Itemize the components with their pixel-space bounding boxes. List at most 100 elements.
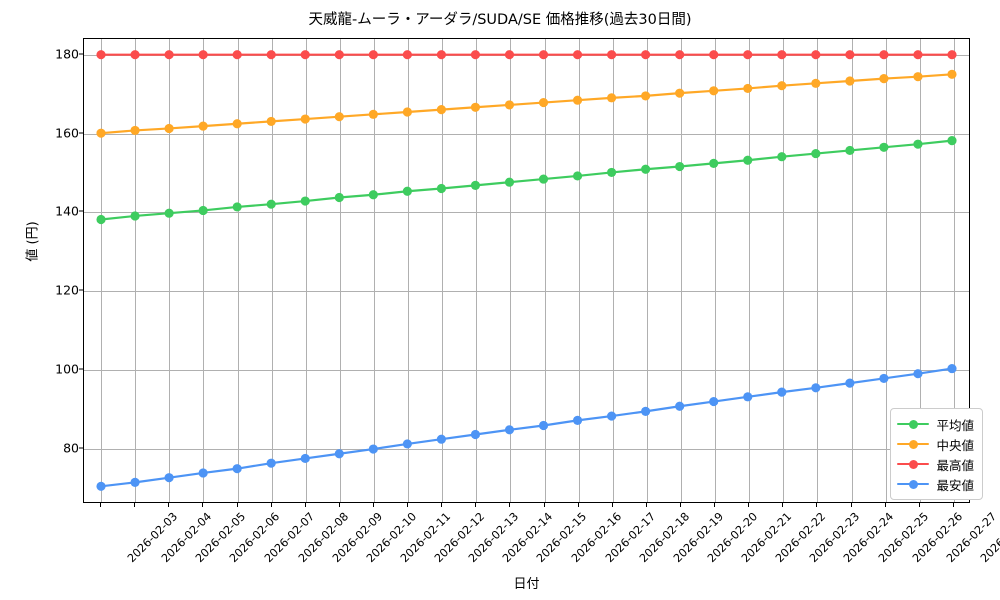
gridline-vertical bbox=[169, 39, 171, 502]
data-point-marker bbox=[811, 50, 821, 60]
data-point-marker bbox=[266, 50, 276, 60]
data-point-marker bbox=[198, 205, 208, 216]
x-tick-mark bbox=[611, 503, 613, 507]
data-point-marker bbox=[709, 396, 719, 407]
y-tick-mark bbox=[79, 368, 83, 370]
chart-legend: 平均値 中央値最高値 最安値 bbox=[890, 408, 983, 500]
gridline-vertical bbox=[817, 39, 819, 502]
gridline-vertical bbox=[408, 39, 410, 502]
gridline-vertical bbox=[101, 39, 103, 502]
data-point-marker bbox=[300, 453, 310, 464]
data-point-marker bbox=[947, 69, 957, 79]
data-point-marker bbox=[777, 387, 787, 397]
legend-item-最安値[interactable]: 最安値 bbox=[897, 474, 974, 494]
legend-swatch-icon bbox=[897, 417, 930, 431]
data-point-marker bbox=[130, 50, 140, 60]
legend-item-中央値[interactable]: 中央値 bbox=[897, 434, 974, 454]
data-point-marker bbox=[538, 97, 549, 108]
data-point-marker bbox=[402, 107, 412, 117]
plot-area bbox=[83, 38, 970, 503]
data-point-marker bbox=[232, 202, 242, 212]
data-point-marker bbox=[504, 425, 515, 435]
data-point-marker bbox=[504, 177, 515, 187]
gridline-horizontal bbox=[84, 370, 969, 372]
data-point-marker bbox=[913, 369, 923, 379]
data-point-marker bbox=[470, 180, 481, 190]
gridline-vertical bbox=[953, 39, 955, 502]
data-point-marker bbox=[164, 123, 174, 134]
data-point-marker bbox=[334, 112, 344, 122]
y-tick-mark bbox=[79, 289, 83, 291]
series-line bbox=[99, 367, 954, 488]
data-point-marker bbox=[777, 81, 787, 91]
data-point-marker bbox=[96, 214, 106, 225]
data-point-marker bbox=[641, 91, 651, 101]
data-point-marker bbox=[811, 148, 821, 159]
y-tick-mark bbox=[79, 132, 83, 134]
x-tick-mark bbox=[407, 503, 409, 507]
data-point-marker bbox=[947, 50, 957, 60]
y-tick-label: 140 bbox=[55, 203, 79, 219]
data-point-marker bbox=[198, 50, 208, 60]
data-point-marker bbox=[607, 93, 617, 103]
x-tick-mark bbox=[372, 503, 374, 507]
data-point-marker bbox=[913, 72, 923, 82]
data-point-marker bbox=[266, 458, 276, 468]
data-point-marker bbox=[130, 125, 140, 136]
data-point-marker bbox=[572, 415, 583, 425]
legend-label: 最高値 bbox=[936, 457, 974, 473]
data-point-marker bbox=[436, 105, 446, 115]
y-tick-mark bbox=[79, 447, 83, 449]
data-point-marker bbox=[811, 383, 821, 393]
data-point-marker bbox=[845, 76, 855, 86]
data-point-marker bbox=[607, 50, 617, 60]
data-point-marker bbox=[743, 83, 753, 94]
chart-title: 天威龍-ムーラ・アーダラ/SUDA/SE 価格推移(過去30日間) bbox=[308, 12, 692, 28]
gridline-vertical bbox=[646, 39, 648, 502]
gridline-vertical bbox=[681, 39, 683, 502]
x-tick-mark bbox=[543, 503, 545, 507]
data-point-marker bbox=[607, 411, 617, 421]
x-tick-mark bbox=[509, 503, 511, 507]
data-point-marker bbox=[879, 74, 889, 84]
legend-item-平均値[interactable]: 平均値 bbox=[897, 414, 974, 434]
data-point-marker bbox=[879, 142, 889, 152]
data-point-marker bbox=[709, 50, 719, 60]
series-line bbox=[99, 139, 954, 221]
x-tick-mark bbox=[475, 503, 477, 507]
data-point-marker bbox=[743, 50, 753, 60]
x-tick-mark bbox=[270, 503, 272, 507]
gridline-vertical bbox=[510, 39, 512, 502]
data-point-marker bbox=[402, 50, 412, 60]
legend-item-最高値[interactable]: 最高値 bbox=[897, 454, 974, 474]
legend-swatch-icon bbox=[897, 477, 930, 491]
x-tick-mark bbox=[338, 503, 340, 507]
gridline-vertical bbox=[373, 39, 375, 502]
data-point-marker bbox=[675, 50, 685, 60]
data-point-marker bbox=[334, 192, 344, 203]
gridline-vertical bbox=[851, 39, 853, 502]
data-point-marker bbox=[572, 50, 583, 60]
x-tick-mark bbox=[748, 503, 750, 507]
legend-swatch-icon bbox=[897, 457, 930, 471]
data-point-marker bbox=[368, 50, 378, 60]
data-point-marker bbox=[300, 114, 310, 124]
data-point-marker bbox=[879, 373, 889, 383]
data-point-marker bbox=[538, 174, 549, 184]
data-point-marker bbox=[572, 171, 583, 181]
gridline-vertical bbox=[339, 39, 341, 502]
data-point-marker bbox=[845, 145, 855, 156]
series-平均値 bbox=[96, 136, 957, 225]
x-tick-mark bbox=[304, 503, 306, 507]
gridline-vertical bbox=[885, 39, 887, 502]
data-point-marker bbox=[947, 364, 957, 374]
data-point-marker bbox=[164, 50, 174, 60]
x-tick-mark bbox=[134, 503, 136, 507]
y-tick-label: 180 bbox=[55, 46, 79, 62]
gridline-vertical bbox=[612, 39, 614, 502]
gridline-vertical bbox=[544, 39, 546, 502]
gridline-horizontal bbox=[84, 291, 969, 293]
y-tick-label: 80 bbox=[63, 440, 79, 456]
gridline-horizontal bbox=[84, 448, 969, 450]
